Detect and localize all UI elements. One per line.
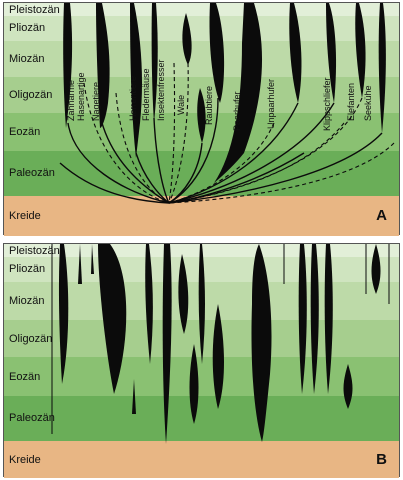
taxon-label: Herrentiere xyxy=(128,76,138,121)
band-paleocene xyxy=(4,151,399,196)
band-paleocene xyxy=(4,396,399,441)
epoch-label-cretaceous: Kreide xyxy=(9,210,41,222)
band-cretaceous xyxy=(4,196,399,236)
panel-b: Pleistozän Pliozän Miozän Oligozän Eozän… xyxy=(3,243,400,478)
taxon-label: Zahnarme xyxy=(66,80,76,121)
taxon-label: Nagetiere xyxy=(91,82,101,121)
epoch-label-oligocene: Oligozän xyxy=(9,333,53,345)
panel-letter-a: A xyxy=(376,207,387,224)
epoch-label-oligocene: Oligozän xyxy=(9,89,53,101)
panel-letter-b: B xyxy=(376,451,387,468)
taxon-label: Insektenfresser xyxy=(156,59,166,121)
taxon-label: Paarhufer xyxy=(232,91,242,131)
taxon-label: Elefanten xyxy=(346,83,356,121)
epoch-label-paleocene: Paleozän xyxy=(9,412,55,424)
lineage-tree-a: Zahnarme Hasenartige Nagetiere Herrentiere F… xyxy=(59,3,395,204)
taxon-labels-a: Zahnarme Hasenartige Nagetiere Herrentiere F… xyxy=(66,59,373,131)
epoch-label-pliocene: Pliozän xyxy=(9,22,46,34)
taxon-label: Fledermäuse xyxy=(141,68,151,121)
taxon-label: Hasenartige xyxy=(76,72,86,121)
epoch-label-eocene: Eozän xyxy=(9,371,41,383)
band-cretaceous xyxy=(4,441,399,478)
epoch-label-pleistocene: Pleistozän xyxy=(9,245,60,257)
epoch-label-eocene: Eozän xyxy=(9,126,41,138)
epoch-label-pliocene: Pliozän xyxy=(9,263,46,275)
epoch-label-paleocene: Paleozän xyxy=(9,167,55,179)
epoch-label-miocene: Miozän xyxy=(9,53,45,65)
band-eocene xyxy=(4,357,399,396)
epoch-label-miocene: Miozän xyxy=(9,295,45,307)
taxon-label: Wale xyxy=(176,95,186,115)
taxon-label: Klippschliefer xyxy=(322,77,332,131)
epoch-label-cretaceous: Kreide xyxy=(9,454,41,466)
panel-a: Zahnarme Hasenartige Nagetiere Herrentiere F… xyxy=(3,2,400,236)
lineage-tree-b xyxy=(51,244,390,444)
taxon-label: Raubtiere xyxy=(204,86,214,125)
taxon-label: Seekühe xyxy=(363,85,373,121)
taxon-label: Unpaarhufer xyxy=(266,79,276,129)
epoch-label-pleistocene: Pleistozän xyxy=(9,4,60,16)
